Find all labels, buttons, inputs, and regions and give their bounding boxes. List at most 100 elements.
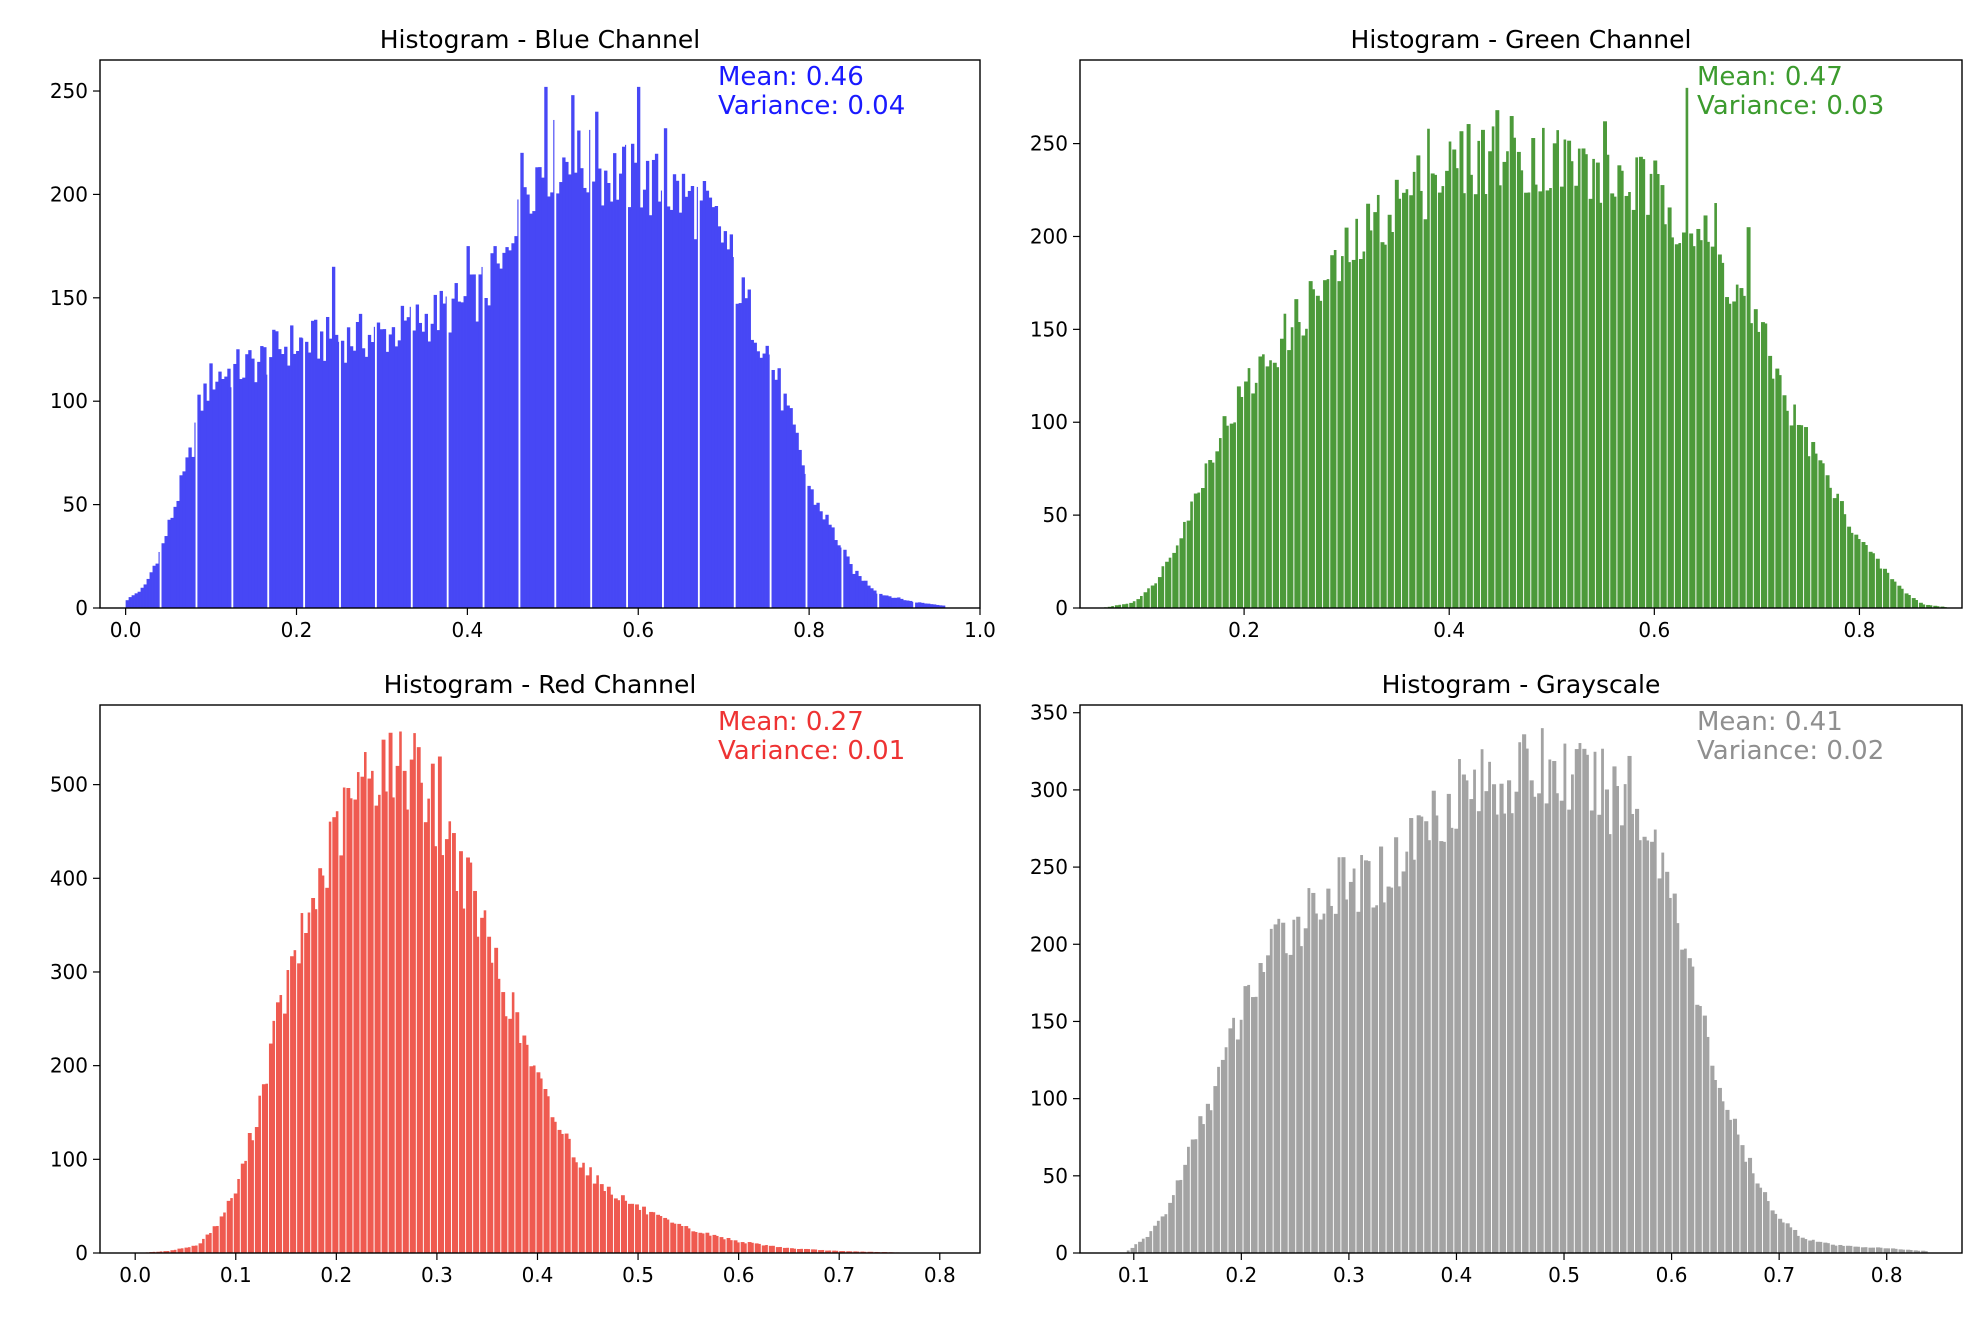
- y-tick-label: 150: [1030, 1009, 1068, 1033]
- histogram-bar: [657, 201, 662, 608]
- histogram-bar: [364, 752, 367, 1253]
- chart-title: Histogram - Blue Channel: [380, 25, 701, 54]
- histogram-bar: [556, 193, 560, 609]
- histogram-bar: [497, 978, 501, 1253]
- histogram-bar: [427, 341, 431, 608]
- histogram-bar: [1538, 191, 1543, 608]
- histogram-bar: [1480, 749, 1484, 1253]
- histogram-bar: [143, 584, 147, 608]
- histogram-bar: [1495, 110, 1500, 608]
- histogram-bar: [504, 1016, 508, 1253]
- histogram-bar: [125, 600, 129, 608]
- histogram-bar: [1222, 416, 1227, 608]
- histogram-bar: [876, 593, 878, 608]
- histogram-bar: [740, 1242, 745, 1253]
- histogram-bar: [1247, 984, 1251, 1253]
- histogram-bar: [1211, 462, 1215, 608]
- histogram-bar: [596, 1175, 599, 1253]
- histogram-bar: [370, 342, 375, 608]
- histogram-bar: [1860, 1247, 1865, 1253]
- histogram-bar: [1588, 198, 1593, 608]
- histogram-bar: [825, 1250, 829, 1253]
- histogram-bar: [382, 329, 387, 608]
- histogram-bar: [173, 506, 177, 608]
- histogram-bar: [1599, 202, 1603, 609]
- histogram-bar: [1296, 916, 1301, 1253]
- histogram-bar: [1902, 1249, 1906, 1253]
- histogram-bar: [843, 549, 847, 608]
- histogram-bar: [1356, 911, 1361, 1253]
- histogram-bar: [1608, 834, 1612, 1253]
- histogram-bar: [768, 1245, 773, 1253]
- histogram-bar: [1247, 368, 1251, 608]
- histogram-bar: [1301, 335, 1306, 608]
- histogram-bar: [870, 588, 874, 608]
- histogram-bar: [796, 1249, 801, 1253]
- histogram-bar: [1232, 1017, 1236, 1253]
- histogram-bar: [1213, 1086, 1218, 1253]
- histogram-bar: [625, 144, 627, 608]
- histogram-bar: [349, 346, 354, 608]
- histogram-bar: [529, 1066, 534, 1253]
- histogram-bar: [771, 369, 775, 608]
- histogram-bar: [1165, 561, 1170, 608]
- histogram-bar: [260, 346, 264, 608]
- histogram-bar: [1781, 1222, 1785, 1253]
- histogram-bar: [406, 317, 411, 608]
- histogram-bar: [1122, 604, 1126, 608]
- histogram-bar: [1789, 425, 1794, 608]
- histogram-bar: [209, 1232, 212, 1253]
- histogram-bar: [481, 266, 483, 608]
- histogram-bar: [783, 393, 787, 608]
- histogram-bar: [1509, 116, 1514, 608]
- histogram-bar: [1341, 857, 1346, 1253]
- histogram-bar: [1251, 393, 1256, 608]
- histogram-bar: [1463, 193, 1466, 608]
- histogram-bar: [373, 326, 375, 608]
- histogram-bar: [1132, 601, 1136, 608]
- histogram-bar: [335, 811, 339, 1253]
- histogram-bar: [337, 341, 340, 608]
- histogram-bar: [930, 604, 934, 608]
- histogram-bar: [585, 1175, 590, 1253]
- histogram-bar: [547, 1096, 550, 1253]
- histogram-bar: [1567, 140, 1572, 608]
- histogram-bar: [501, 992, 506, 1253]
- histogram-bar: [200, 410, 204, 608]
- histogram-bar: [1714, 1080, 1717, 1253]
- histogram-bar: [275, 331, 279, 608]
- histogram-bar: [1402, 192, 1406, 608]
- histogram-bar: [705, 1232, 710, 1253]
- histogram-bar: [240, 1163, 245, 1253]
- histogram-bar: [719, 1237, 724, 1253]
- histogram-bar: [1606, 154, 1610, 608]
- histogram-bar: [1857, 539, 1861, 608]
- histogram-bar: [1171, 1195, 1175, 1253]
- histogram-bar: [1344, 227, 1349, 609]
- histogram-bar: [1150, 585, 1155, 608]
- histogram-bar: [463, 296, 467, 608]
- histogram-bar: [855, 570, 859, 608]
- histogram-bar: [1175, 1180, 1180, 1253]
- histogram-bar: [469, 862, 473, 1253]
- histogram-bar: [325, 316, 330, 608]
- histogram-bar: [508, 250, 512, 608]
- histogram-bar: [1668, 897, 1672, 1253]
- histogram-bar: [1269, 928, 1273, 1253]
- histogram-bar: [613, 153, 617, 608]
- histogram-bar: [1341, 256, 1344, 608]
- histogram-bar: [403, 320, 408, 608]
- histogram-bar: [376, 322, 381, 608]
- histogram-bar: [1405, 851, 1409, 1253]
- histogram-bar: [858, 576, 862, 608]
- histogram-bar: [1215, 451, 1220, 608]
- histogram-bar: [1775, 368, 1780, 608]
- histogram-bar: [1435, 815, 1439, 1253]
- histogram-bar: [1363, 860, 1369, 1253]
- histogram-bar: [867, 585, 871, 608]
- histogram-bar: [1847, 526, 1852, 608]
- histogram-bar: [218, 371, 222, 608]
- histogram-bar: [1642, 159, 1646, 608]
- histogram-bar: [1476, 811, 1482, 1253]
- histogram-bar: [1603, 121, 1607, 609]
